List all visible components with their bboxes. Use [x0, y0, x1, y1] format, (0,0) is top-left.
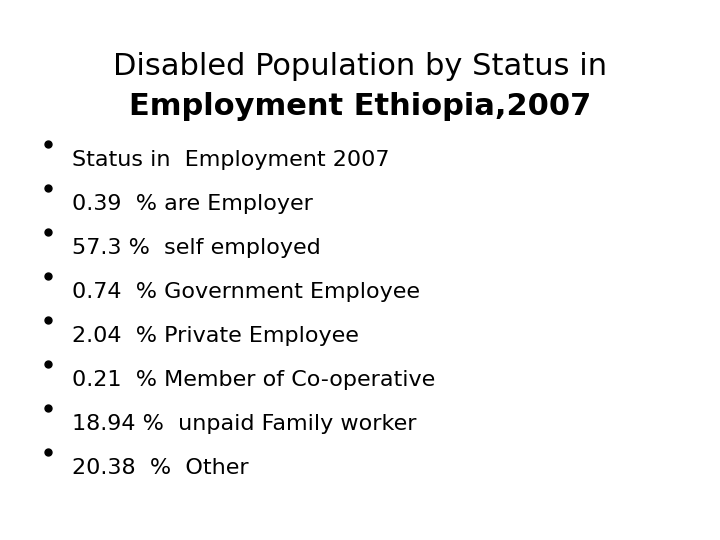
Text: 0.74  % Government Employee: 0.74 % Government Employee [72, 282, 420, 302]
Text: Employment Ethiopia,2007: Employment Ethiopia,2007 [129, 92, 591, 121]
Text: 0.21  % Member of Co-operative: 0.21 % Member of Co-operative [72, 370, 436, 390]
Text: 18.94 %  unpaid Family worker: 18.94 % unpaid Family worker [72, 414, 416, 434]
Text: Disabled Population by Status in: Disabled Population by Status in [113, 52, 607, 81]
Text: 57.3 %  self employed: 57.3 % self employed [72, 238, 320, 258]
Text: 2.04  % Private Employee: 2.04 % Private Employee [72, 326, 359, 346]
Text: 20.38  %  Other: 20.38 % Other [72, 458, 248, 478]
Text: Status in  Employment 2007: Status in Employment 2007 [72, 150, 390, 170]
Text: 0.39  % are Employer: 0.39 % are Employer [72, 194, 313, 214]
